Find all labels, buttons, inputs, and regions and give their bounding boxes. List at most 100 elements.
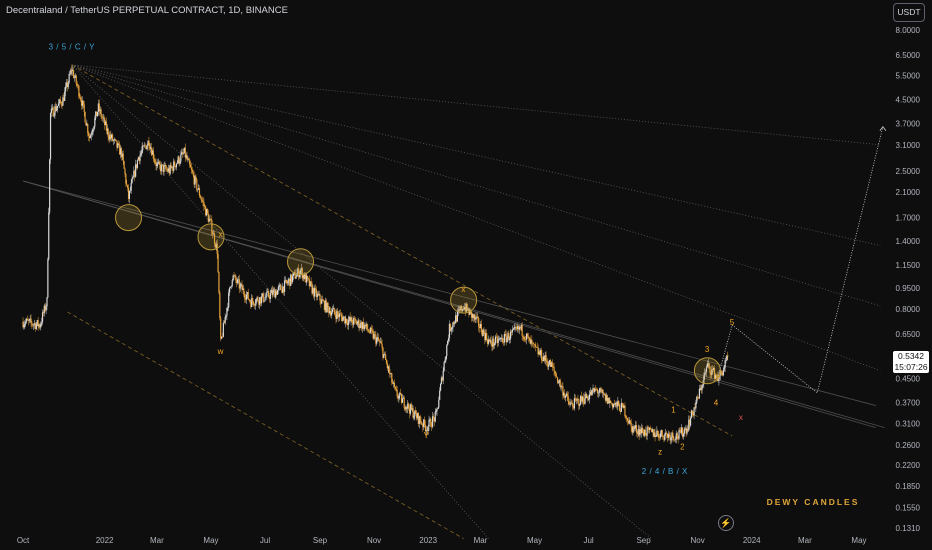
candle-body	[306, 275, 309, 279]
candle-body	[398, 395, 400, 399]
candle-body	[443, 362, 445, 371]
candle-body	[291, 274, 293, 282]
candle-body	[678, 430, 680, 439]
candle-body	[330, 310, 332, 316]
x-tick-label: Mar	[474, 536, 488, 545]
candle-body	[70, 69, 72, 74]
wave-label: 2	[680, 443, 685, 452]
candle-body	[392, 382, 395, 384]
candle-body	[492, 338, 494, 347]
candle-body	[724, 360, 726, 368]
candle-body	[437, 407, 439, 409]
candle-body	[337, 311, 339, 315]
candle-body	[544, 355, 546, 361]
x-tick-label: 2022	[96, 536, 114, 545]
candle-body	[455, 315, 458, 322]
flash-icon[interactable]: ⚡	[718, 515, 734, 531]
candle-body	[98, 103, 100, 112]
candle-body	[340, 314, 342, 317]
candle-body	[720, 371, 722, 376]
candle-body	[71, 69, 73, 72]
candle-body	[647, 427, 649, 428]
candle-body	[88, 133, 90, 137]
candle-body	[197, 188, 200, 190]
candle-body	[160, 164, 162, 172]
candle-body	[592, 388, 594, 391]
candle-body	[509, 338, 511, 340]
candle-body	[649, 427, 651, 430]
candle-body	[650, 427, 652, 430]
candle-body	[332, 307, 334, 310]
candle-body	[153, 158, 155, 161]
x-tick-label: Jul	[260, 536, 270, 545]
candle-body	[490, 339, 492, 345]
candle-body	[318, 294, 320, 296]
time-axis[interactable]: Oct 2022 Mar May Jul Sep Nov 2023 Mar May Jul Sep No…	[17, 536, 867, 545]
candle-body	[111, 134, 114, 141]
candle-body	[350, 317, 352, 321]
x-tick-label: May	[203, 536, 218, 545]
candle-body	[333, 307, 335, 313]
candle-body	[608, 397, 610, 404]
candle-body	[692, 413, 694, 416]
candle-body	[457, 310, 459, 312]
candle-body	[491, 344, 493, 347]
candle-body	[502, 337, 504, 343]
candle-body	[636, 432, 638, 434]
candle-body	[637, 429, 639, 434]
candle-body	[89, 135, 92, 139]
candle-body	[326, 302, 328, 312]
candle-body	[339, 313, 341, 315]
candle-body	[299, 273, 301, 278]
y-tick-label: 0.1550	[896, 504, 921, 513]
candle-body	[80, 97, 82, 100]
candle-body	[174, 166, 177, 168]
y-tick-label: 0.8000	[896, 305, 921, 314]
candle-body	[400, 392, 402, 394]
candle-body	[152, 150, 154, 159]
candle-body	[158, 161, 161, 165]
trendline	[71, 64, 881, 146]
candle-body	[162, 164, 164, 172]
candle-body	[135, 164, 137, 177]
candle-body	[556, 377, 559, 383]
candle-body	[660, 430, 662, 434]
price-axis[interactable]: 8.0000 6.5000 5.5000 4.5000 3.7000 3.1000 2.50…	[896, 26, 921, 533]
currency-button[interactable]: USDT	[893, 3, 925, 22]
candle-body	[196, 179, 198, 190]
candle-body	[367, 328, 369, 331]
candle-body	[396, 389, 398, 397]
candle-body	[712, 369, 714, 370]
candle-body	[439, 390, 441, 400]
candle-body	[463, 309, 465, 310]
candle-body	[424, 419, 426, 425]
candle-body	[634, 425, 637, 428]
y-tick-label: 0.1850	[896, 482, 921, 491]
candle-body	[445, 356, 447, 361]
candle-body	[567, 396, 569, 402]
candle-body	[280, 285, 282, 290]
candle-body	[527, 336, 529, 338]
candle-body	[264, 297, 266, 301]
candle-body	[459, 309, 461, 311]
candle-body	[64, 91, 66, 101]
candle-body	[147, 140, 149, 146]
candle-body	[541, 350, 543, 361]
candle-body	[518, 327, 521, 330]
candle-body	[550, 362, 552, 367]
candle-body	[666, 433, 669, 438]
candle-body	[368, 330, 370, 333]
candle-body	[44, 305, 46, 311]
y-tick-label: 6.5000	[896, 51, 921, 60]
candle-body	[519, 327, 521, 329]
candle-body	[620, 402, 623, 412]
candle-body	[53, 115, 55, 117]
candle-body	[187, 159, 189, 160]
candle-body	[364, 324, 366, 327]
candle-body	[571, 402, 573, 404]
candle-body	[36, 320, 38, 325]
x-tick-label: Mar	[150, 536, 164, 545]
candle-body	[96, 111, 99, 116]
candle-body	[292, 273, 295, 277]
